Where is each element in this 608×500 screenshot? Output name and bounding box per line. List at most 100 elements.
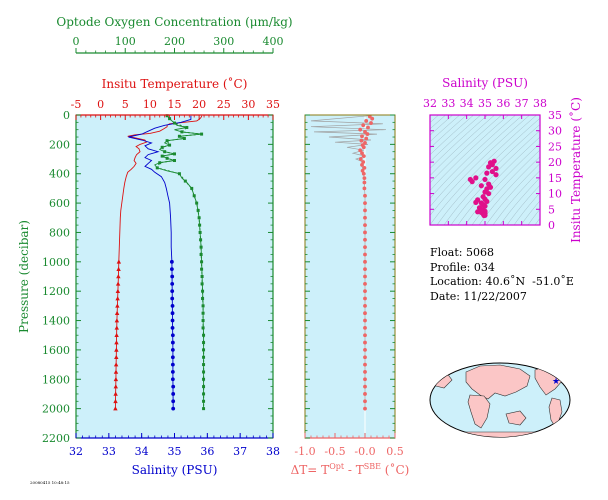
ts-point [484,198,490,205]
temperature-marker [114,318,120,323]
temperature-marker [113,376,119,382]
temperature-marker [114,340,119,345]
ts-temperature-axis-label: Insitu Temperature (˚C) [568,97,583,243]
delta-point [361,160,366,164]
oxygen-marker [202,348,206,352]
oxygen-marker [199,252,203,256]
ts-density-contour [520,200,540,225]
temperature-marker [114,310,120,316]
temperature-axis-label: Insitu Temperature (˚C) [102,76,248,91]
oxygen-marker [195,201,199,205]
oxygen-marker [199,245,203,249]
ts-density-contour [485,163,540,225]
delta-point [363,362,367,367]
pressure-tick-label: 2200 [42,432,70,445]
pressure-tick-label: 800 [49,226,70,239]
pressure-tick-label: 1600 [42,344,70,357]
ts-temperature-tick-label: 25 [548,140,562,153]
oxygen-marker [183,179,187,183]
oxygen-marker [180,130,184,134]
delta-point [360,163,364,167]
delta-point [363,245,367,250]
float-location-map: ★ [429,362,571,438]
salinity-marker [171,399,176,404]
delta-point [361,154,366,159]
delta-point [362,186,367,191]
oxygen-tick-label: 300 [213,35,234,48]
temperature-tick-label: 10 [143,98,157,111]
ts-temperature-tick-label: 0 [548,219,555,232]
ts-density-contour [457,136,540,225]
oxygen-marker [202,399,206,403]
oxygen-marker [202,333,206,337]
location-label: Location: [430,275,482,288]
salinity-marker [170,289,175,294]
date-value: 11/22/2007 [463,289,527,303]
delta-point [363,392,367,396]
delta-label-part: (˚C) [381,462,409,477]
delta-point [363,129,367,134]
temperature-marker [113,384,118,389]
ts-temperature-tick-label: 10 [548,188,562,201]
delta-point [363,193,367,198]
ts-diagram: 32 33 34 35 36 37 38 Salinity (PSU) 0 5 10 15 20 25 30… [423,76,583,243]
ts-point [482,176,488,183]
oxygen-tick-label: 0 [73,35,80,48]
oxygen-marker [202,385,206,389]
delta-point [363,384,367,389]
ts-point [473,175,479,181]
ts-point [493,172,499,178]
salinity-marker [170,362,175,367]
temperature-marker [113,369,119,374]
ts-density-contours [430,115,540,225]
delta-point [370,116,375,121]
profile-value: 034 [473,260,495,274]
ts-point [487,160,494,166]
delta-point [363,281,367,286]
salinity-marker [170,340,175,345]
temperature-marker [116,266,121,271]
oxygen-axis-label: Optode Oxygen Concentration (μm/kg) [56,15,292,29]
temperature-marker [115,288,121,293]
oxygen-marker [192,194,196,198]
ts-salinity-tick-label: 36 [496,97,510,110]
map-landmass [439,431,561,437]
oxygen-marker [198,223,202,227]
salinity-tick-label: 38 [266,445,280,458]
salinity-axis-label: Salinity (PSU) [132,463,218,477]
delta-point [365,132,370,136]
oxygen-tick-label: 200 [164,35,185,48]
temperature-marker [113,362,119,367]
delta-x-axis-label: ΔT= TOpt - TSBE (˚C) [291,462,410,477]
salinity-tick-label: 37 [233,445,247,458]
map-landmass [505,410,527,426]
salinity-profile-line [128,115,192,409]
temperature-marker [113,391,118,396]
delta-point [363,289,367,294]
ts-temperature-tick-label: 20 [548,156,562,169]
salinity-marker [170,311,175,316]
delta-point [358,148,363,153]
oxygen-marker [197,216,201,220]
ts-salinity-tick-label: 33 [441,97,455,110]
ts-salinity-tick-label: 32 [423,97,437,110]
temperature-tick-label: 20 [192,98,206,111]
temperature-tick-label: 25 [217,98,231,111]
profile-row: Profile: 034 [430,261,574,276]
map-landmass [555,363,568,373]
salinity-marker [170,303,175,308]
oxygen-marker [155,166,159,170]
ts-point [469,179,475,185]
ts-density-contour [527,208,540,225]
delta-panel-background [305,115,395,438]
ts-point [482,203,488,209]
oxygen-marker [201,319,205,323]
ts-point [489,168,495,175]
delta-point [363,223,367,228]
salinity-marker [170,355,175,360]
temperature-marker [113,398,118,404]
oxygen-marker [202,377,206,381]
delta-point [363,370,367,374]
delta-x-tick-label: -0.0 [354,445,375,458]
